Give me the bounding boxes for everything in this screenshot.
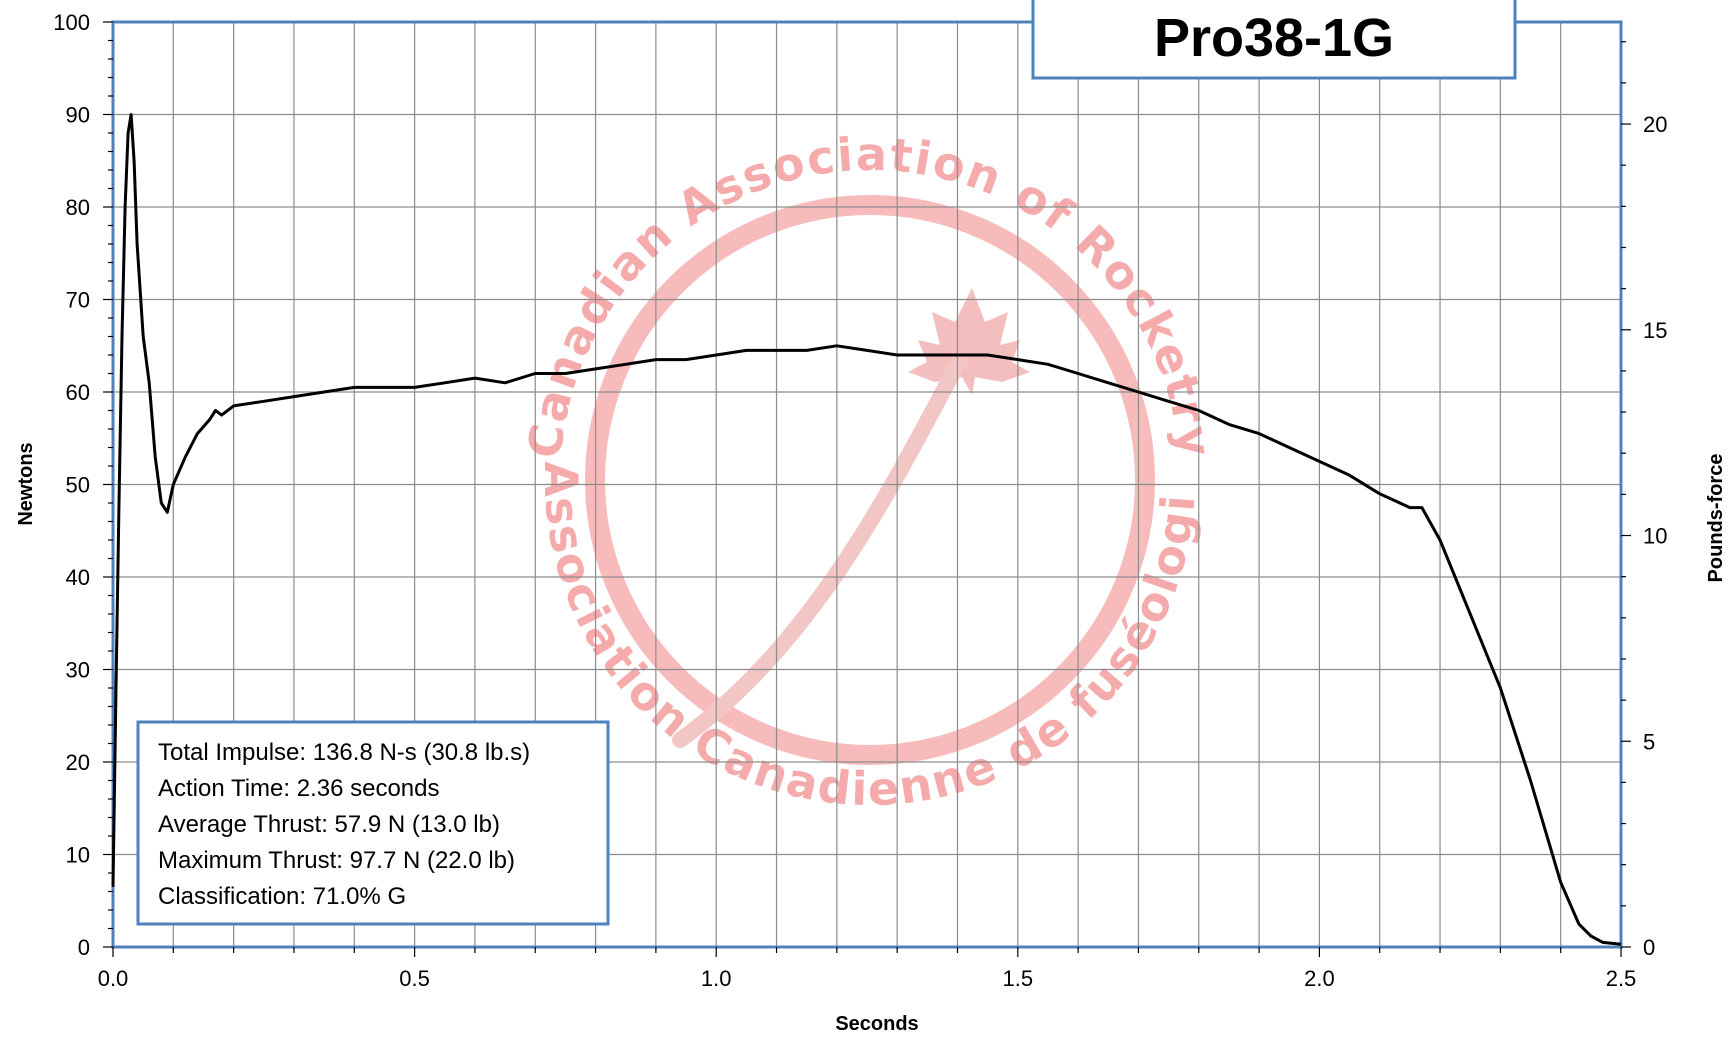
watermark-seal: Canadian Association of Rocketry Associa… [0,0,1222,816]
y2-tick-label: 0 [1643,935,1655,960]
x-tick-label: 0.5 [399,966,430,991]
maple-leaf-icon [908,288,1030,395]
x-tick-labels: 0.0 0.5 1.0 1.5 2.0 2.5 [98,966,1637,991]
y-tick-label: 30 [66,658,90,683]
y-tick-label: 20 [66,750,90,775]
y-tick-label: 90 [66,103,90,128]
thrust-curve-line [111,113,1622,946]
chart-title: Pro38-1G [1154,8,1394,68]
seal-ring [585,195,1155,765]
x-axis-title: Seconds [835,1013,918,1035]
x-tick-label: 2.5 [1606,966,1637,991]
y2-tick-label: 10 [1643,524,1667,549]
info-line: Maximum Thrust: 97.7 N (22.0 lb) [158,847,515,874]
info-line: Average Thrust: 57.9 N (13.0 lb) [158,811,500,838]
y-tick-label: 40 [66,565,90,590]
y-axis-title: Newtons [15,442,37,525]
info-line: Action Time: 2.36 seconds [158,775,439,802]
y-tick-labels: 0 10 20 30 40 50 60 70 80 90 100 [53,10,90,960]
axis-ticks [103,21,1631,957]
info-line: Classification: 71.0% G [158,883,406,910]
info-box [136,720,610,926]
title-box [1031,0,1517,80]
y2-tick-labels: 0 5 10 15 20 [1643,112,1667,960]
y-tick-label: 60 [66,380,90,405]
x-tick-label: 2.0 [1304,966,1335,991]
y-tick-label: 70 [66,288,90,313]
y2-axis-title: Pounds-force [1705,454,1727,583]
seal-top-text: Canadian Association of Rocketry [517,127,1222,461]
y2-tick-label: 20 [1643,112,1667,137]
y2-tick-label: 15 [1643,318,1667,343]
info-lines: Total Impulse: 136.8 N-s (30.8 lb.s) Acti… [158,739,530,910]
y2-tick-label: 5 [1643,729,1655,754]
y-tick-label: 100 [53,10,90,35]
y-tick-label: 0 [78,935,90,960]
y-tick-label: 50 [66,473,90,498]
grid-lines [113,22,1621,947]
info-line: Total Impulse: 136.8 N-s (30.8 lb.s) [158,739,530,766]
y-tick-label: 80 [66,195,90,220]
x-tick-label: 0.0 [98,966,129,991]
y-tick-label: 10 [66,843,90,868]
seal-swoosh [672,352,968,748]
x-tick-label: 1.0 [701,966,732,991]
x-tick-label: 1.5 [1003,966,1034,991]
